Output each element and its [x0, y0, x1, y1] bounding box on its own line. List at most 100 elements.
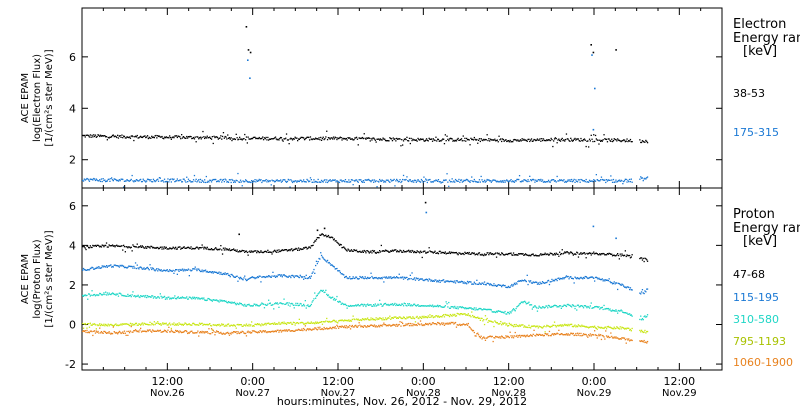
data-point	[212, 142, 214, 145]
data-point	[569, 304, 571, 307]
data-point	[221, 181, 223, 183]
data-point	[520, 140, 522, 142]
data-point	[563, 278, 565, 280]
data-point	[553, 280, 556, 282]
data-point	[148, 136, 150, 138]
data-point	[540, 334, 542, 336]
data-point	[164, 330, 167, 332]
data-point	[553, 334, 555, 336]
data-point	[605, 254, 608, 256]
data-point	[551, 305, 553, 308]
data-point	[445, 253, 447, 255]
data-point	[429, 178, 431, 181]
data-point	[375, 252, 377, 254]
data-point	[619, 310, 621, 312]
data-point	[424, 305, 426, 307]
data-point	[566, 180, 568, 182]
data-point	[503, 337, 505, 339]
data-point	[469, 281, 471, 283]
data-point	[228, 179, 231, 181]
data-point	[238, 332, 240, 334]
data-point	[580, 252, 582, 254]
data-point	[643, 292, 645, 295]
data-point	[466, 137, 468, 140]
data-point	[536, 180, 538, 182]
data-point	[300, 321, 302, 324]
data-point	[570, 305, 572, 307]
data-point	[140, 178, 142, 181]
data-point	[338, 327, 340, 329]
x-tick-date: Nov.28	[406, 388, 441, 399]
data-point	[603, 304, 605, 307]
data-point	[233, 138, 236, 140]
data-point	[523, 179, 525, 181]
data-point	[580, 137, 582, 140]
data-point	[222, 300, 225, 302]
data-point	[86, 294, 88, 296]
data-point	[99, 323, 101, 325]
data-point	[209, 271, 211, 273]
data-point	[582, 252, 584, 255]
data-point	[501, 180, 504, 182]
data-point	[476, 317, 478, 319]
data-point	[94, 267, 97, 270]
data-point	[185, 269, 187, 271]
data-point	[474, 180, 476, 182]
data-point	[641, 289, 644, 291]
data-point	[276, 179, 278, 181]
data-point	[604, 308, 606, 310]
data-point	[176, 178, 178, 180]
data-point	[210, 299, 213, 301]
data-point	[442, 252, 444, 254]
data-point	[445, 322, 447, 324]
data-point	[248, 251, 250, 253]
spike-point	[594, 87, 596, 90]
data-point	[292, 249, 295, 251]
data-point	[518, 253, 521, 255]
data-point	[92, 244, 94, 247]
data-point	[623, 312, 626, 314]
x-tick-date: Nov.29	[577, 388, 612, 399]
data-point	[402, 251, 404, 253]
data-point	[412, 304, 414, 307]
data-point	[530, 282, 533, 284]
data-point	[574, 137, 576, 140]
data-point	[406, 136, 408, 138]
data-point	[583, 138, 586, 140]
spike-point	[323, 227, 326, 230]
data-point	[562, 139, 564, 142]
data-point	[170, 327, 172, 330]
data-point	[393, 249, 395, 251]
data-point	[280, 329, 282, 331]
spike-point	[238, 233, 240, 236]
data-point	[140, 295, 143, 297]
data-point	[307, 304, 309, 306]
data-point	[140, 181, 143, 183]
data-point	[344, 303, 347, 305]
data-point	[332, 237, 334, 239]
data-point	[373, 304, 375, 306]
data-point	[101, 294, 103, 296]
data-point	[266, 181, 268, 183]
data-point	[204, 299, 206, 301]
data-point	[189, 135, 191, 138]
data-point	[498, 323, 500, 325]
x-tick-time: 12:00	[663, 375, 695, 388]
proton-ylabel-line-2: log(Proton Flux)	[32, 239, 43, 318]
data-point	[208, 328, 210, 330]
data-point	[400, 276, 402, 278]
data-point	[417, 137, 419, 140]
data-point	[475, 335, 477, 337]
data-point	[498, 337, 500, 339]
data-point	[264, 138, 266, 140]
data-point	[399, 179, 401, 181]
data-point	[392, 250, 394, 252]
data-point	[395, 277, 397, 279]
data-point	[268, 323, 271, 325]
data-point	[348, 326, 350, 328]
data-point	[403, 276, 405, 278]
data-point	[231, 273, 233, 276]
data-point	[275, 138, 277, 140]
data-point	[406, 316, 408, 318]
data-point	[352, 326, 354, 328]
